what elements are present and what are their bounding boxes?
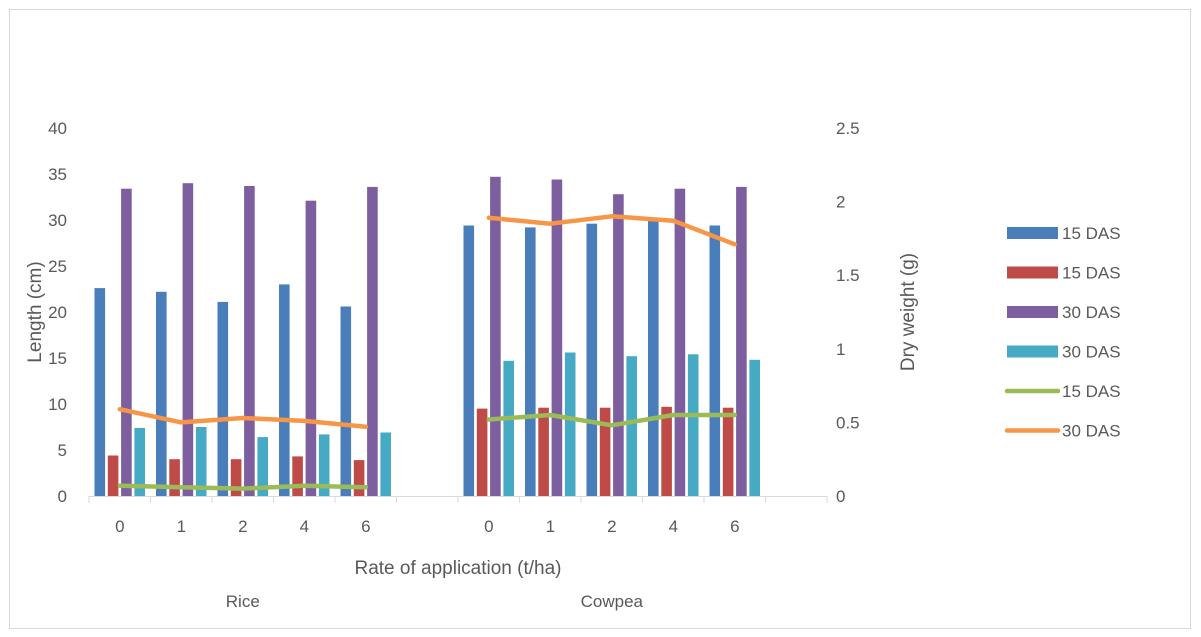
x-group-label: Cowpea	[581, 592, 644, 611]
y-axis-title: Length (cm)	[25, 261, 46, 362]
bar	[688, 354, 699, 496]
y2-tick-label: 1.5	[836, 266, 860, 285]
bar	[749, 360, 760, 496]
bar	[587, 224, 598, 496]
y-tick-label: 25	[48, 257, 67, 276]
x-tick-label: 1	[177, 517, 186, 536]
x-tick-label: 0	[484, 517, 493, 536]
legend-label: 15 DAS	[1062, 224, 1121, 243]
x-tick-label: 0	[115, 517, 124, 536]
y2-tick-label: 0.5	[836, 413, 860, 432]
x-tick-label: 6	[730, 517, 739, 536]
bar	[292, 456, 303, 496]
bar	[169, 459, 180, 496]
bar	[464, 226, 475, 497]
bar	[626, 356, 637, 496]
bar	[244, 186, 255, 496]
bar	[306, 201, 317, 496]
bar	[736, 187, 747, 496]
y-tick-label: 15	[48, 349, 67, 368]
bar	[648, 221, 659, 496]
bar	[565, 353, 576, 497]
bar	[121, 189, 132, 496]
y-tick-label: 35	[48, 165, 67, 184]
legend-label: 30 DAS	[1062, 303, 1121, 322]
legend-label: 30 DAS	[1062, 343, 1121, 362]
x-group-label: Rice	[226, 592, 260, 611]
y2-axis-title: Dry weight (g)	[898, 253, 919, 371]
legend-swatch	[1007, 267, 1058, 279]
legend-label: 15 DAS	[1062, 264, 1121, 283]
x-tick-label: 4	[669, 517, 678, 536]
legend-label: 30 DAS	[1062, 422, 1121, 441]
bar	[341, 307, 352, 497]
bar	[108, 456, 119, 497]
x-tick-label: 4	[300, 517, 309, 536]
y2-tick-label: 2.5	[836, 119, 860, 138]
x-tick-label: 6	[361, 517, 370, 536]
y2-tick-label: 0	[836, 487, 845, 506]
x-tick-label: 2	[607, 517, 616, 536]
bar	[710, 226, 721, 497]
legend-label: 15 DAS	[1062, 382, 1121, 401]
x-axis-title: Rate of application (t/ha)	[354, 558, 561, 579]
bar	[613, 194, 624, 496]
y-tick-label: 5	[58, 441, 67, 460]
bar	[156, 292, 167, 496]
bar	[538, 408, 549, 496]
bar	[661, 407, 672, 496]
bar	[279, 284, 290, 496]
bar	[525, 227, 536, 496]
y-tick-label: 40	[48, 119, 67, 138]
bar	[367, 187, 378, 496]
bar	[490, 177, 501, 496]
bar	[477, 409, 488, 496]
y-tick-label: 0	[58, 487, 67, 506]
x-tick-label: 1	[546, 517, 555, 536]
bar	[380, 433, 391, 497]
y2-tick-label: 2	[836, 193, 845, 212]
legend-swatch	[1007, 227, 1058, 239]
bar	[503, 361, 514, 496]
bar	[723, 408, 734, 496]
bar	[95, 288, 106, 496]
bar	[675, 189, 686, 496]
y-tick-label: 20	[48, 303, 67, 322]
legend-swatch	[1007, 346, 1058, 358]
y2-tick-label: 1	[836, 340, 845, 359]
bar	[600, 408, 611, 496]
series-line	[120, 486, 366, 489]
bar	[183, 183, 194, 496]
bar	[354, 460, 365, 496]
bar	[218, 302, 229, 496]
legend-swatch	[1007, 306, 1058, 318]
bar	[552, 180, 563, 497]
x-tick-label: 2	[238, 517, 247, 536]
y-tick-label: 30	[48, 211, 67, 230]
y-tick-label: 10	[48, 395, 67, 414]
